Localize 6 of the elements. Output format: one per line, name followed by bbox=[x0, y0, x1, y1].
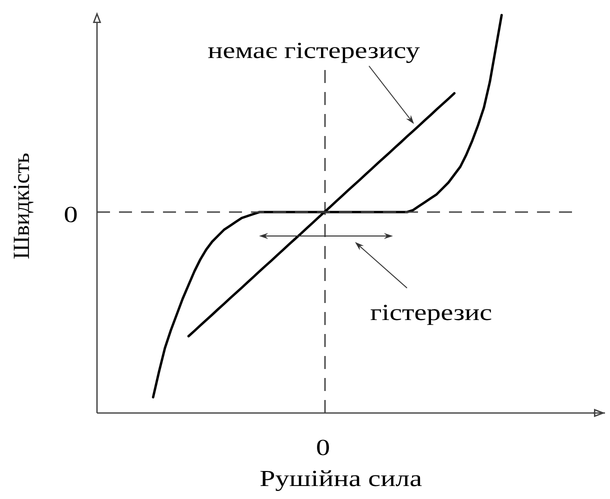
text: 0 bbox=[317, 440, 329, 456]
x-axis-title: Рушійна сила bbox=[260, 470, 422, 491]
annotation: немає гістерезису bbox=[208, 42, 420, 63]
ref-line-label: 0 bbox=[64, 206, 77, 222]
annotation: гістерезис bbox=[370, 304, 492, 325]
y-axis-title: Швидкість bbox=[14, 154, 34, 259]
